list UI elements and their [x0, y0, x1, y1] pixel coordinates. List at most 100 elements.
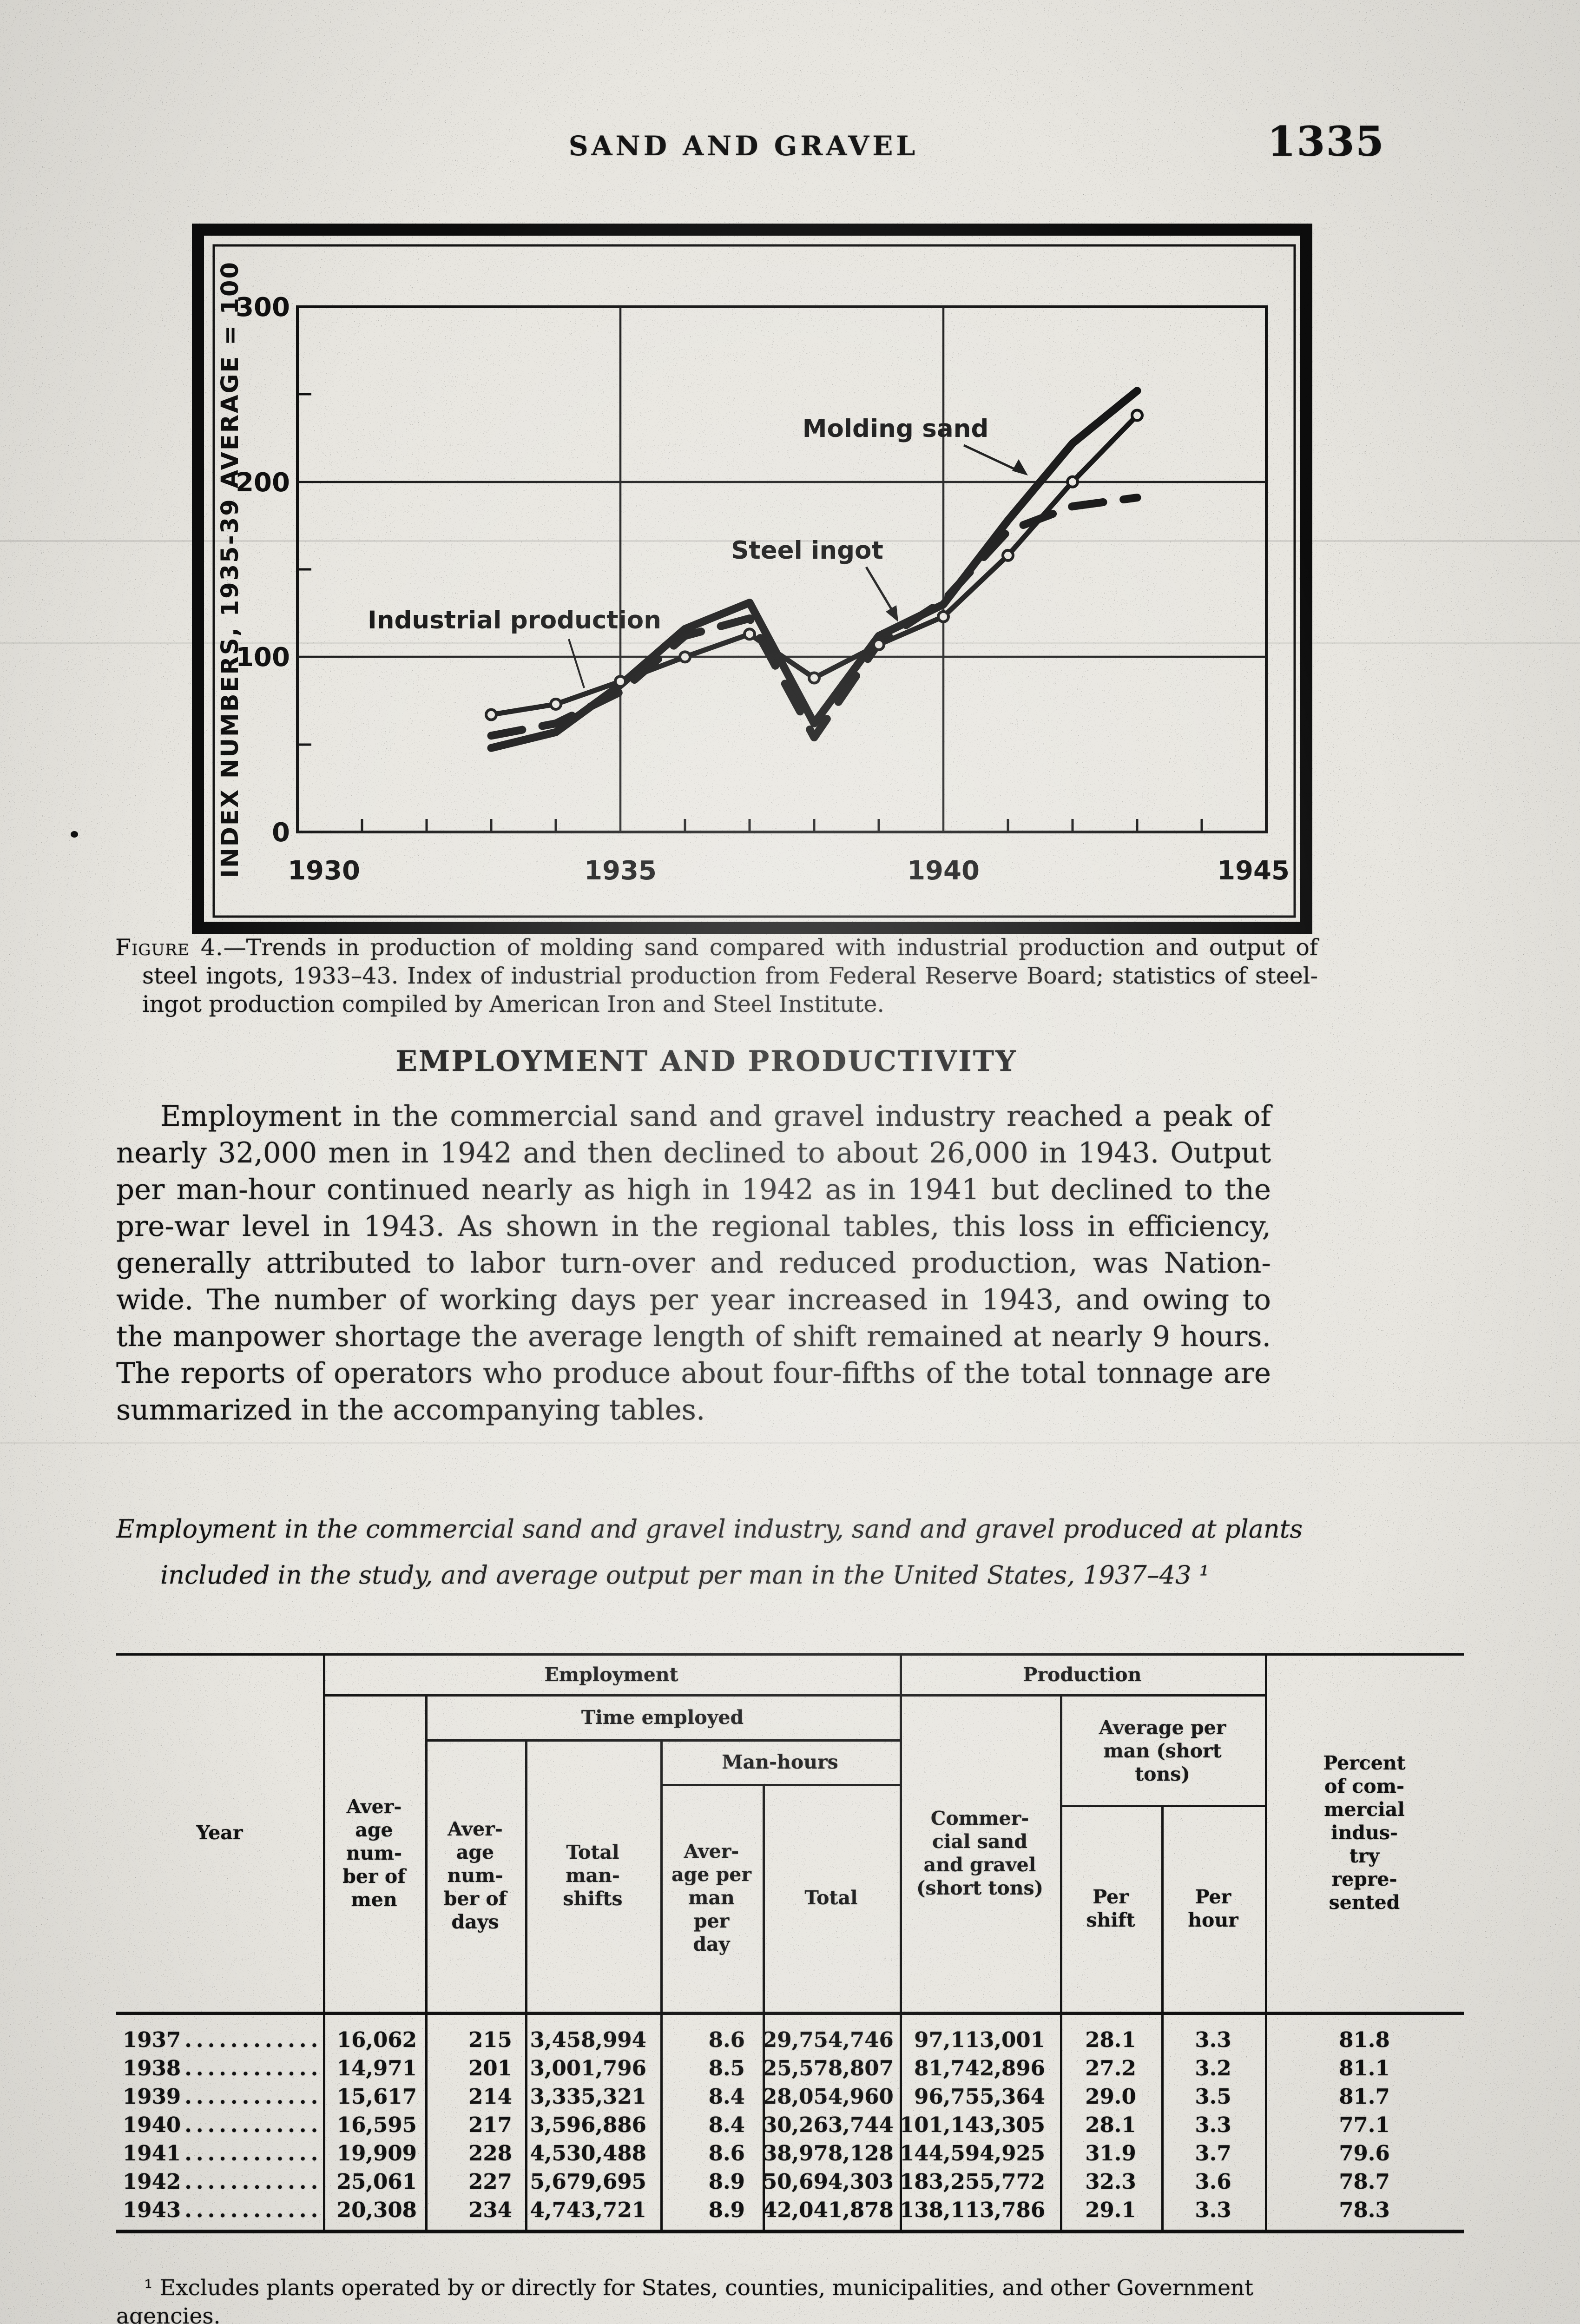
- table-cell: 138,113,786: [900, 2198, 1046, 2222]
- table-cell: 81,742,896: [914, 2056, 1045, 2080]
- table-cell: 234: [468, 2198, 512, 2222]
- table-cell: 217: [468, 2113, 512, 2137]
- data-point-marker: [1066, 475, 1079, 489]
- table-row: 1943.................. 20,308 234 4,743,721…: [116, 2196, 1464, 2224]
- table-cell: 31.9: [1085, 2141, 1136, 2166]
- body-paragraph: Employment in the commercial sand and gr…: [116, 1100, 1271, 1426]
- col-header-avg-number-of-days: Aver- age num- ber of days: [443, 1818, 507, 1933]
- table-cell-year: 1938..................: [123, 2056, 323, 2080]
- chart-series: [485, 387, 1144, 752]
- table-cell: 228: [468, 2141, 512, 2166]
- x-ticks: [361, 819, 1203, 832]
- group-header-avg-per-man: Average per man (short tons): [1099, 1717, 1226, 1785]
- col-header-total-man-hours: Total: [804, 1887, 858, 1909]
- annotation-arrowhead: [1012, 459, 1028, 475]
- table-rule: [116, 2012, 1464, 2015]
- annotation-arrowhead: [886, 605, 898, 622]
- table-cell: 3,596,886: [530, 2113, 646, 2137]
- table-footnote: ¹ Excludes plants operated by or directl…: [116, 2275, 1254, 2324]
- table-cell: 3,458,994: [530, 2027, 646, 2052]
- x-tick-label: 1935: [584, 856, 657, 886]
- table-cell: 28.1: [1085, 2113, 1136, 2137]
- table-cell: 29,754,746: [763, 2027, 894, 2052]
- table-cell: 14,971: [336, 2056, 417, 2080]
- table-cell-year: 1937..................: [123, 2027, 323, 2052]
- figure-caption-text: —Trends in production of molding sand co…: [142, 934, 1318, 1017]
- x-tick-label: 1945: [1217, 856, 1290, 886]
- table-cell-year: 1940..................: [123, 2113, 323, 2137]
- table-cell: 8.5: [708, 2056, 745, 2080]
- table-cell: 8.6: [708, 2027, 745, 2052]
- table-cell: 214: [468, 2084, 512, 2109]
- table-cell: 28.1: [1085, 2027, 1136, 2052]
- figure-frame-inner: [212, 244, 1296, 918]
- figure-4-chart: 0 100 200 300 1930 1935 1940 1945 INDEX …: [192, 224, 1312, 934]
- annotation-arrow: [865, 566, 895, 614]
- data-point-marker: [1001, 548, 1014, 562]
- table-cell: 3.7: [1195, 2141, 1231, 2166]
- table-cell: 29.0: [1085, 2084, 1136, 2109]
- table-cell: 183,255,772: [900, 2169, 1046, 2194]
- section-heading: EMPLOYMENT AND PRODUCTIVITY: [395, 1045, 1017, 1078]
- data-point-marker: [485, 708, 498, 721]
- table-row: 1938.................. 14,971 201 3,001,796…: [116, 2054, 1464, 2082]
- table-cell: 3.2: [1195, 2056, 1231, 2080]
- table-cell: 25,061: [336, 2169, 417, 2194]
- table-cell: 8.9: [708, 2169, 745, 2194]
- table-cell: 96,755,364: [914, 2084, 1045, 2109]
- annotation-arrow: [963, 444, 1022, 474]
- annotation-leader: [568, 639, 585, 688]
- table-cell: 81.7: [1339, 2084, 1390, 2109]
- figure-caption: Figure 4.—Trends in production of moldin…: [115, 933, 1318, 1018]
- group-header-man-hours: Man-hours: [722, 1751, 838, 1773]
- table-cell: 3,001,796: [530, 2056, 646, 2080]
- data-point-marker: [1131, 409, 1144, 422]
- figure-frame-outer: [192, 224, 1312, 934]
- table-cell: 19,909: [336, 2141, 417, 2166]
- data-point-marker: [808, 671, 821, 685]
- y-axis-title: INDEX NUMBERS, 1935-39 AVERAGE = 100: [217, 261, 244, 878]
- page-number: 1335: [1267, 117, 1385, 165]
- table-cell: 101,143,305: [900, 2113, 1046, 2137]
- col-header-avg-per-man-per-day: Aver- age per man per day: [672, 1840, 751, 1955]
- table-cell-year: 1942..................: [123, 2169, 323, 2194]
- table-cell: 27.2: [1085, 2056, 1136, 2080]
- table-cell: 77.1: [1339, 2113, 1390, 2137]
- data-point-marker: [614, 675, 627, 688]
- table-cell: 4,743,721: [530, 2198, 646, 2222]
- table-cell: 20,308: [336, 2198, 417, 2222]
- data-point-marker: [549, 698, 562, 711]
- table-cell: 38,978,128: [763, 2141, 894, 2166]
- table-cell: 144,594,925: [900, 2141, 1046, 2166]
- col-header-per-hour: Per hour: [1188, 1886, 1238, 1931]
- series-label-steel-ingot: Steel ingot: [731, 536, 883, 565]
- group-header-production: Production: [1023, 1664, 1142, 1686]
- table-cell: 3.3: [1195, 2113, 1231, 2137]
- table-cell: 25,578,807: [763, 2056, 894, 2080]
- table-row: 1937.................. 16,062 215 3,458,994…: [116, 2026, 1464, 2054]
- data-point-marker: [678, 650, 691, 664]
- x-tick-label: 1940: [907, 856, 980, 886]
- data-point-marker: [872, 638, 885, 651]
- table-cell: 78.3: [1339, 2198, 1390, 2222]
- group-header-time-employed: Time employed: [581, 1706, 744, 1729]
- table-row: 1941.................. 19,909 228 4,530,488…: [116, 2139, 1464, 2167]
- col-header-year: Year: [196, 1821, 243, 1844]
- table-cell: 32.3: [1085, 2169, 1136, 2194]
- table-rule: [116, 2230, 1464, 2233]
- table-cell: 30,263,744: [763, 2113, 894, 2137]
- table-cell: 81.1: [1339, 2056, 1390, 2080]
- data-point-marker: [937, 610, 950, 623]
- table-cell: 28,054,960: [763, 2084, 894, 2109]
- group-header-employment: Employment: [544, 1664, 678, 1686]
- table-cell: 50,694,303: [763, 2169, 894, 2194]
- ink-speck: [71, 831, 78, 838]
- table-cell: 8.6: [708, 2141, 745, 2166]
- table-cell-year: 1939..................: [123, 2084, 323, 2109]
- table-cell: 3.6: [1195, 2169, 1231, 2194]
- series-line-industrial-production: [488, 413, 1140, 718]
- table-cell: 4,530,488: [530, 2141, 646, 2166]
- table-cell: 97,113,001: [914, 2027, 1045, 2052]
- table-cell: 8.4: [708, 2113, 745, 2137]
